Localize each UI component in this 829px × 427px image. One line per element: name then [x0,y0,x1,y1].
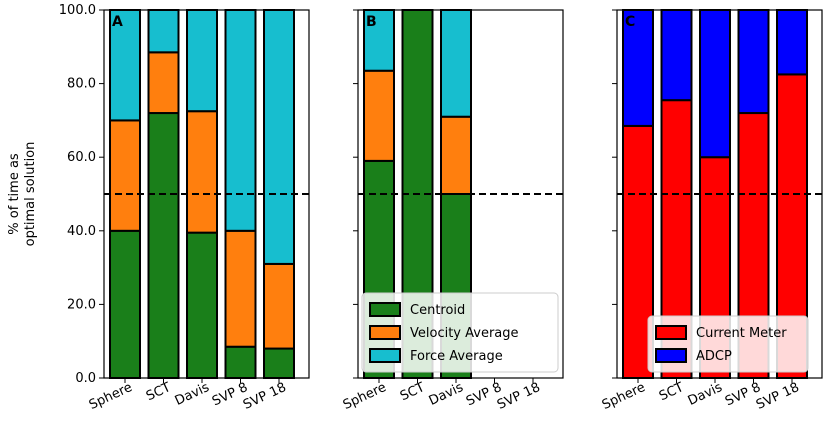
axes-frame [357,9,564,379]
bar-A-svp-18-centroid [263,347,295,379]
x-tick-label: Sphere [341,380,389,413]
axes-frame [103,9,310,379]
legend-box [647,315,809,373]
bar-A-svp-8-velocity-average [224,229,257,348]
x-tick-label: Davis [173,380,212,409]
x-tick-label: SCT [144,380,173,404]
legend-label: ADCP [696,349,732,364]
y-axis-label-line1: % of time as [7,153,22,235]
y-tick-label: 0.0 [75,371,96,386]
panel-letter: C [625,14,635,30]
legend-swatch [655,325,687,340]
bar-A-sct-centroid [147,112,180,379]
legend-swatch [655,348,687,363]
legend: Current Meter ADCP [647,315,809,373]
bar-A-sphere-centroid [109,229,141,379]
legend-box [361,292,559,373]
x-tick-label: Davis [686,380,725,409]
bar-A-svp-8-centroid [224,345,257,380]
x-tick-label: Davis [427,380,466,409]
y-tick-label: 100.0 [59,3,96,18]
bar-C-sphere-adcp [622,9,654,127]
y-tick-label: 40.0 [67,224,96,239]
x-tick-label: SVP 18 [495,380,543,413]
bar-C-sct-adcp [660,9,693,102]
legend-swatch [369,348,401,363]
legend-label: Centroid [410,303,465,318]
panel-letter: A [112,14,123,30]
x-tick-label: Sphere [600,380,648,413]
legend: Centroid Velocity Average Force Average [361,292,559,373]
bar-B-sphere-velocity-average [363,69,395,162]
bar-A-sphere-force-average [109,9,141,122]
bar-A-svp-8-force-average [224,9,257,232]
legend-swatch [369,325,401,340]
y-axis-label-line2: optimal solution [23,142,38,247]
bar-C-svp-8-adcp [737,9,770,115]
bar-A-sct-force-average [147,9,180,54]
bar-A-svp-18-velocity-average [263,262,295,350]
y-tick-label: 80.0 [67,77,96,92]
legend-label: Velocity Average [410,326,519,341]
bar-B-davis-force-average [440,9,472,118]
x-tick-label: SCT [657,380,686,404]
bar-A-davis-force-average [186,9,218,113]
bar-A-davis-centroid [186,231,218,379]
bar-A-svp-18-force-average [263,9,295,265]
axes-frame [616,9,823,379]
x-tick-label: SVP 18 [241,380,289,413]
y-tick-label: 60.0 [67,150,96,165]
bar-C-davis-adcp [699,9,731,159]
x-tick-label: SVP 18 [754,380,802,413]
x-tick-label: SCT [398,380,427,404]
legend-label: Force Average [410,349,503,364]
panel-letter: B [366,14,377,30]
legend-label: Current Meter [696,326,787,341]
bar-C-svp-18-adcp [776,9,808,76]
bar-B-davis-velocity-average [440,115,472,195]
bar-B-sphere-force-average [363,9,395,72]
bar-A-sct-velocity-average [147,51,180,115]
legend-swatch [369,302,401,317]
y-tick-label: 20.0 [67,297,96,312]
bar-A-sphere-velocity-average [109,119,141,232]
bar-A-davis-velocity-average [186,110,218,234]
